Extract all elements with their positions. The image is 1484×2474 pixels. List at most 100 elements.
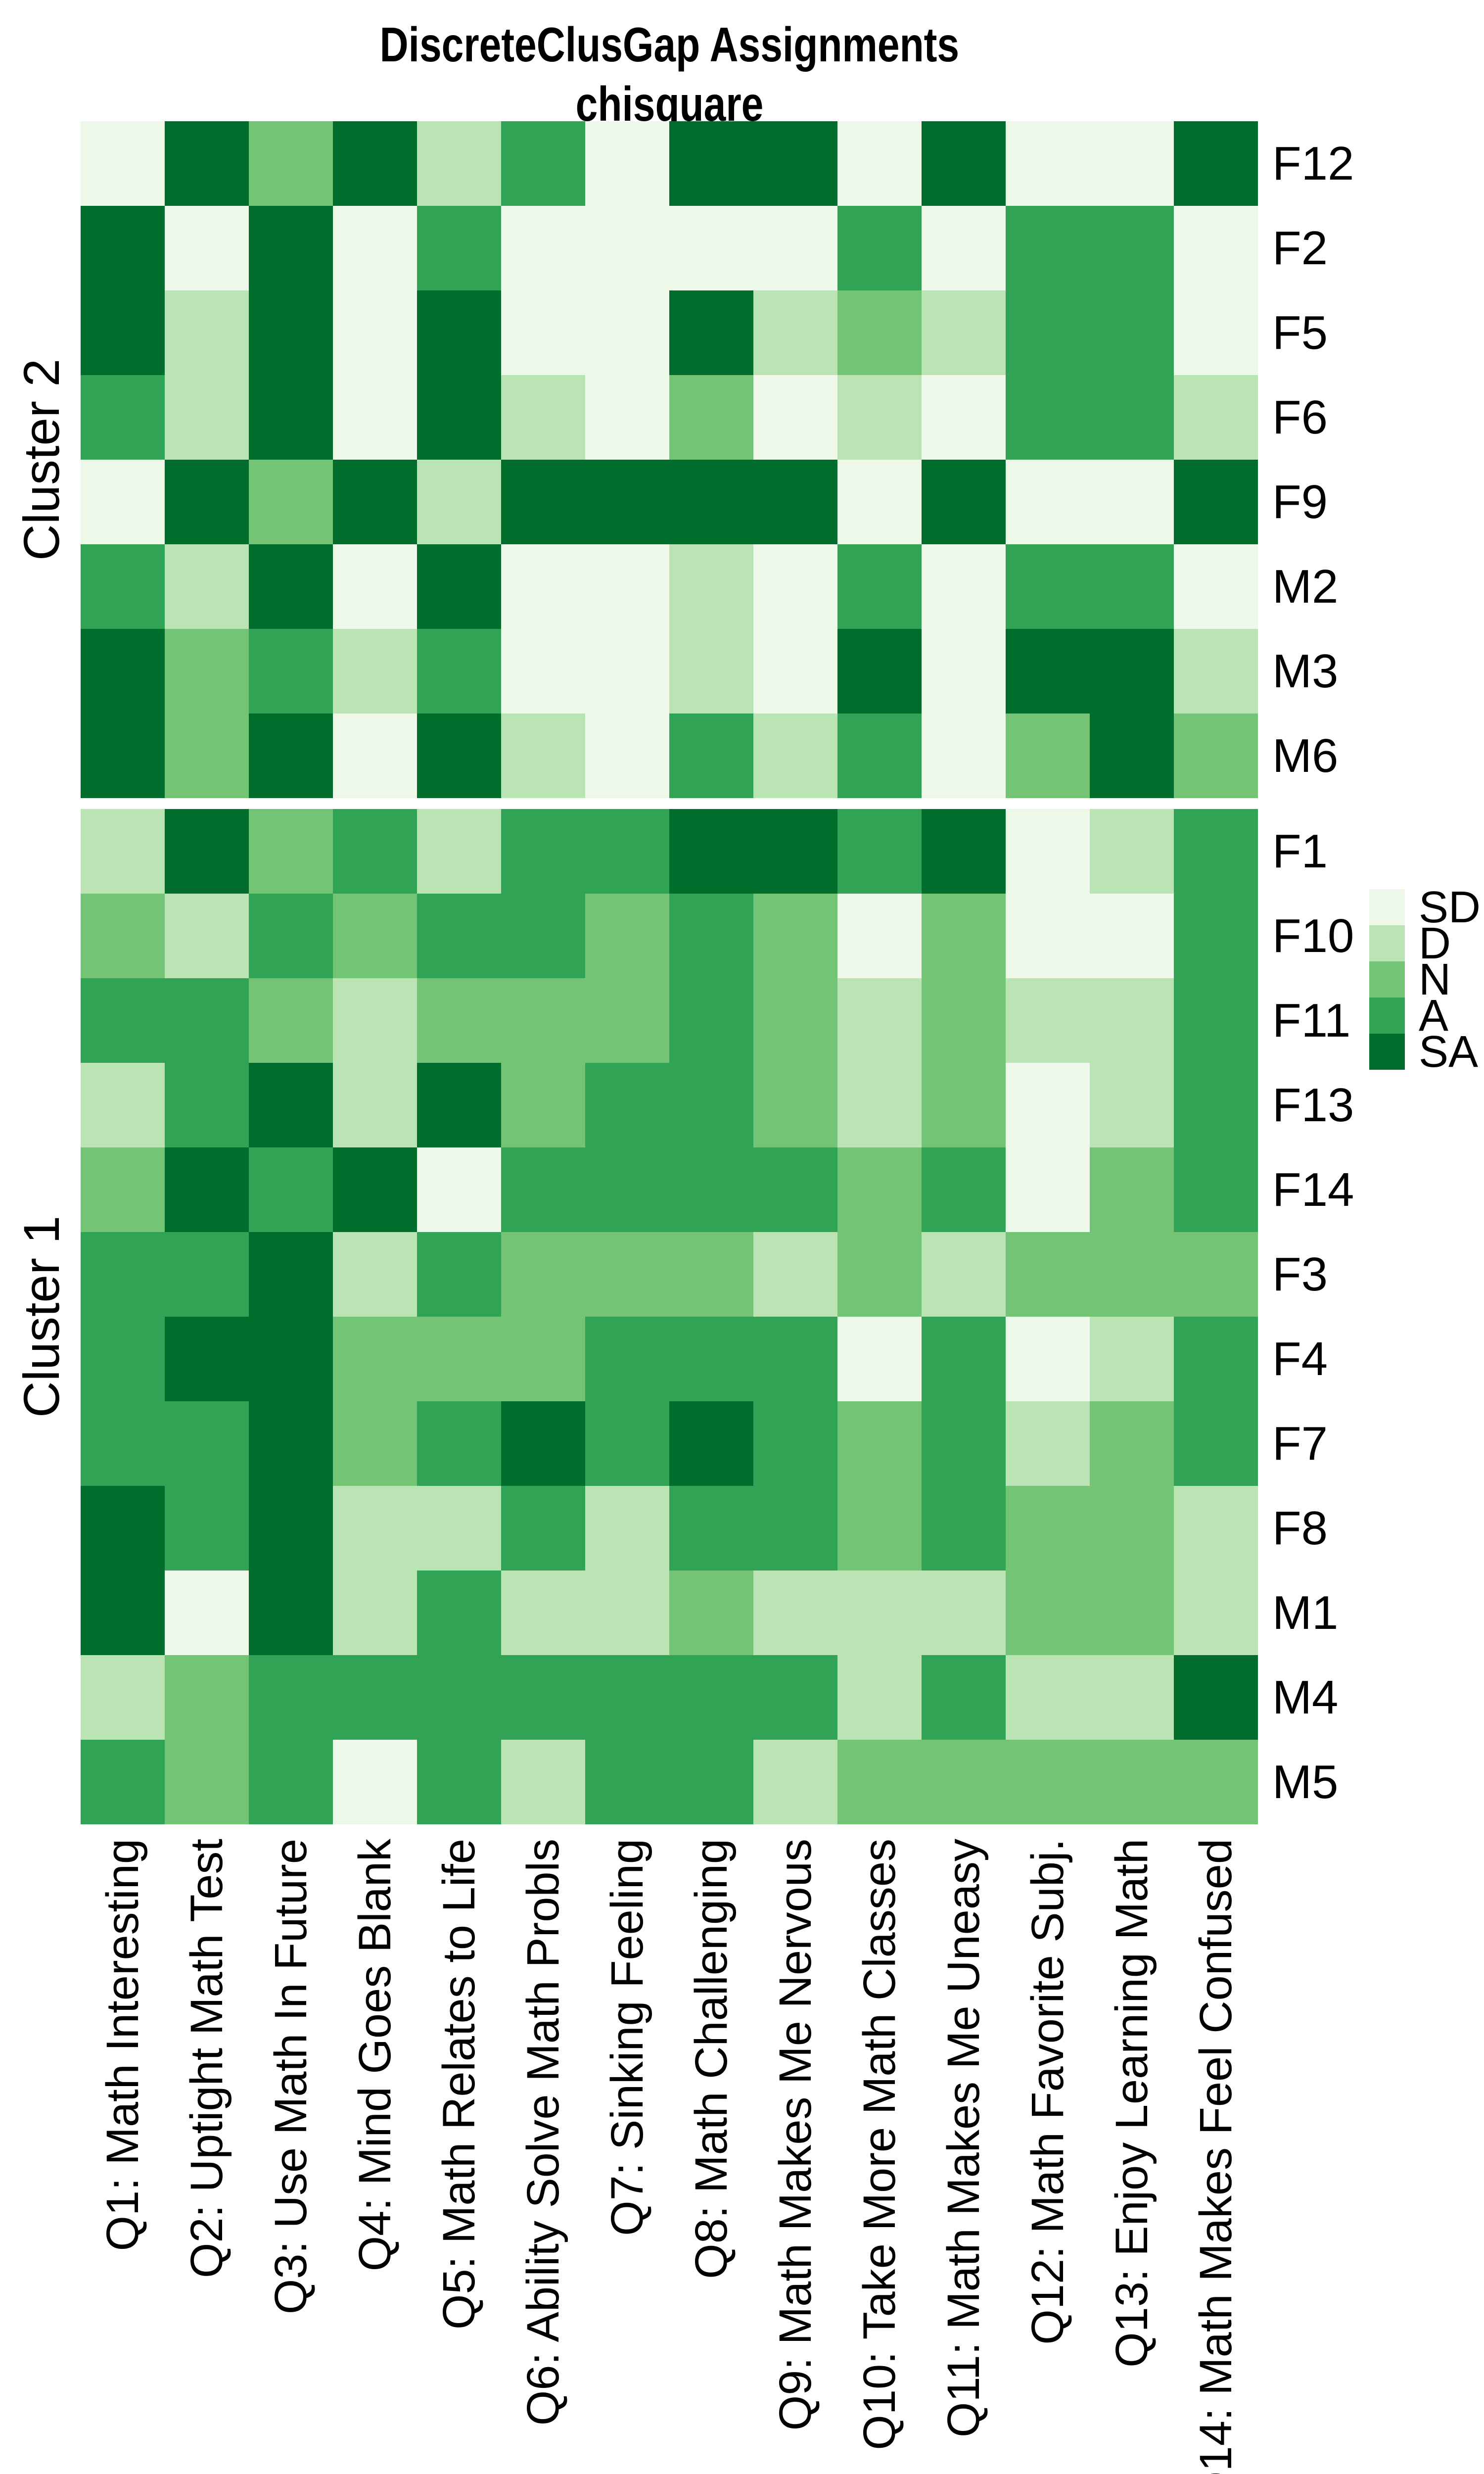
heatmap-cell-F2-col6: [501, 206, 585, 290]
heatmap-cell-F13-col10: [837, 1063, 922, 1147]
heatmap-cell-F8-col10: [837, 1486, 922, 1570]
heatmap-cell-F4-col10: [837, 1317, 922, 1401]
legend-item-SD: SD: [1369, 885, 1481, 930]
heatmap-cell-M1-col2: [165, 1570, 249, 1655]
heatmap-cell-F2-col8: [669, 206, 753, 290]
heatmap-cell-F14-col8: [669, 1147, 753, 1232]
heatmap-cell-F14-col13: [1090, 1147, 1174, 1232]
heatmap-cell-F10-col10: [837, 894, 922, 978]
heatmap-cell-M1-col5: [417, 1570, 501, 1655]
heatmap-cell-F12-col8: [669, 121, 753, 206]
heatmap-cell-M4-col13: [1090, 1655, 1174, 1740]
heatmap-cell-F8-col11: [922, 1486, 1006, 1570]
heatmap-cell-F12-col6: [501, 121, 585, 206]
column-label-q7: Q7: Sinking Feeling: [602, 1839, 652, 2236]
row-label-F11: F11: [1272, 994, 1351, 1047]
heatmap-cell-M2-col8: [669, 544, 753, 629]
heatmap-cell-M5-col7: [585, 1740, 669, 1824]
heatmap-cell-M3-col13: [1090, 629, 1174, 714]
legend-swatch-A: [1369, 998, 1405, 1034]
heatmap-cell-F14-col2: [165, 1147, 249, 1232]
heatmap-cell-F7-col2: [165, 1401, 249, 1486]
heatmap-cell-F9-col13: [1090, 460, 1174, 544]
column-label-q6: Q6: Ability Solve Math Probls: [518, 1839, 568, 2426]
heatmap-cell-F4-col11: [922, 1317, 1006, 1401]
heatmap-cell-F5-col12: [1006, 290, 1090, 375]
row-label-F1: F1: [1272, 824, 1328, 878]
heatmap-cell-M2-col5: [417, 544, 501, 629]
column-label-q12: Q12: Math Favorite Subj.: [1022, 1839, 1073, 2345]
heatmap-cell-F10-col13: [1090, 894, 1174, 978]
chart-title-line-1: DiscreteClusGap Assignments: [379, 17, 959, 72]
heatmap-cell-M5-col10: [837, 1740, 922, 1824]
heatmap-cell-M4-col8: [669, 1655, 753, 1740]
heatmap-cell-F11-col12: [1006, 978, 1090, 1063]
heatmap-cell-F6-col13: [1090, 375, 1174, 460]
heatmap-cell-F13-col4: [333, 1063, 417, 1147]
row-label-F4: F4: [1272, 1332, 1328, 1385]
cluster-label-cluster-2: Cluster 2: [13, 358, 70, 561]
heatmap-cell-F8-col2: [165, 1486, 249, 1570]
heatmap-cell-F3-col13: [1090, 1232, 1174, 1317]
heatmap-cell-M6-col11: [922, 714, 1006, 798]
heatmap-cell-M3-col10: [837, 629, 922, 714]
heatmap-cell-F14-col6: [501, 1147, 585, 1232]
row-label-F9: F9: [1272, 475, 1328, 528]
row-label-M6: M6: [1272, 729, 1339, 782]
heatmap-cell-M5-col9: [753, 1740, 837, 1824]
heatmap-cell-M5-col6: [501, 1740, 585, 1824]
heatmap-cell-M1-col14: [1174, 1570, 1258, 1655]
heatmap-cell-F7-col5: [417, 1401, 501, 1486]
heatmap-cell-M4-col11: [922, 1655, 1006, 1740]
heatmap-cell-M3-col8: [669, 629, 753, 714]
row-label-F6: F6: [1272, 390, 1328, 444]
heatmap-cell-F11-col11: [922, 978, 1006, 1063]
cluster-label-cluster-1: Cluster 1: [13, 1215, 70, 1418]
heatmap-cell-F10-col7: [585, 894, 669, 978]
heatmap-cell-F11-col7: [585, 978, 669, 1063]
heatmap-cell-F3-col11: [922, 1232, 1006, 1317]
heatmap-cell-F5-col9: [753, 290, 837, 375]
heatmap-cell-F9-col7: [585, 460, 669, 544]
heatmap-cell-F14-col9: [753, 1147, 837, 1232]
heatmap-cell-M3-col9: [753, 629, 837, 714]
heatmap-cell-M6-col14: [1174, 714, 1258, 798]
heatmap-cell-F12-col10: [837, 121, 922, 206]
heatmap-cell-F1-col12: [1006, 809, 1090, 894]
row-label-F3: F3: [1272, 1247, 1328, 1301]
legend-swatch-D: [1369, 925, 1405, 961]
heatmap-cell-F11-col3: [249, 978, 333, 1063]
heatmap-cell-M4-col6: [501, 1655, 585, 1740]
heatmap-cell-F6-col6: [501, 375, 585, 460]
heatmap-cell-F3-col8: [669, 1232, 753, 1317]
heatmap-cell-F14-col5: [417, 1147, 501, 1232]
heatmap-cell-M1-col10: [837, 1570, 922, 1655]
heatmap-cell-F11-col9: [753, 978, 837, 1063]
heatmap-cell-F4-col3: [249, 1317, 333, 1401]
legend-swatch-N: [1369, 961, 1405, 998]
heatmap-cell-F11-col4: [333, 978, 417, 1063]
heatmap-cell-M1-col3: [249, 1570, 333, 1655]
heatmap-cell-F5-col5: [417, 290, 501, 375]
heatmap-cell-M5-col12: [1006, 1740, 1090, 1824]
legend-swatch-SA: [1369, 1034, 1405, 1070]
heatmap-cell-F6-col7: [585, 375, 669, 460]
row-label-M3: M3: [1272, 644, 1339, 698]
heatmap-cell-F4-col1: [81, 1317, 165, 1401]
heatmap-cell-M3-col7: [585, 629, 669, 714]
row-label-M2: M2: [1272, 560, 1339, 613]
heatmap-cell-M5-col5: [417, 1740, 501, 1824]
heatmap-cell-F3-col5: [417, 1232, 501, 1317]
row-label-M4: M4: [1272, 1670, 1339, 1724]
heatmap-cell-F6-col4: [333, 375, 417, 460]
heatmap-cell-M5-col11: [922, 1740, 1006, 1824]
heatmap-cell-F12-col7: [585, 121, 669, 206]
heatmap-cell-M5-col14: [1174, 1740, 1258, 1824]
heatmap-cell-M3-col6: [501, 629, 585, 714]
heatmap-cell-F11-col5: [417, 978, 501, 1063]
heatmap-cell-F14-col4: [333, 1147, 417, 1232]
heatmap-cell-F10-col1: [81, 894, 165, 978]
heatmap-cell-M3-col5: [417, 629, 501, 714]
legend-item-D: D: [1369, 921, 1481, 966]
heatmap-cell-F10-col6: [501, 894, 585, 978]
